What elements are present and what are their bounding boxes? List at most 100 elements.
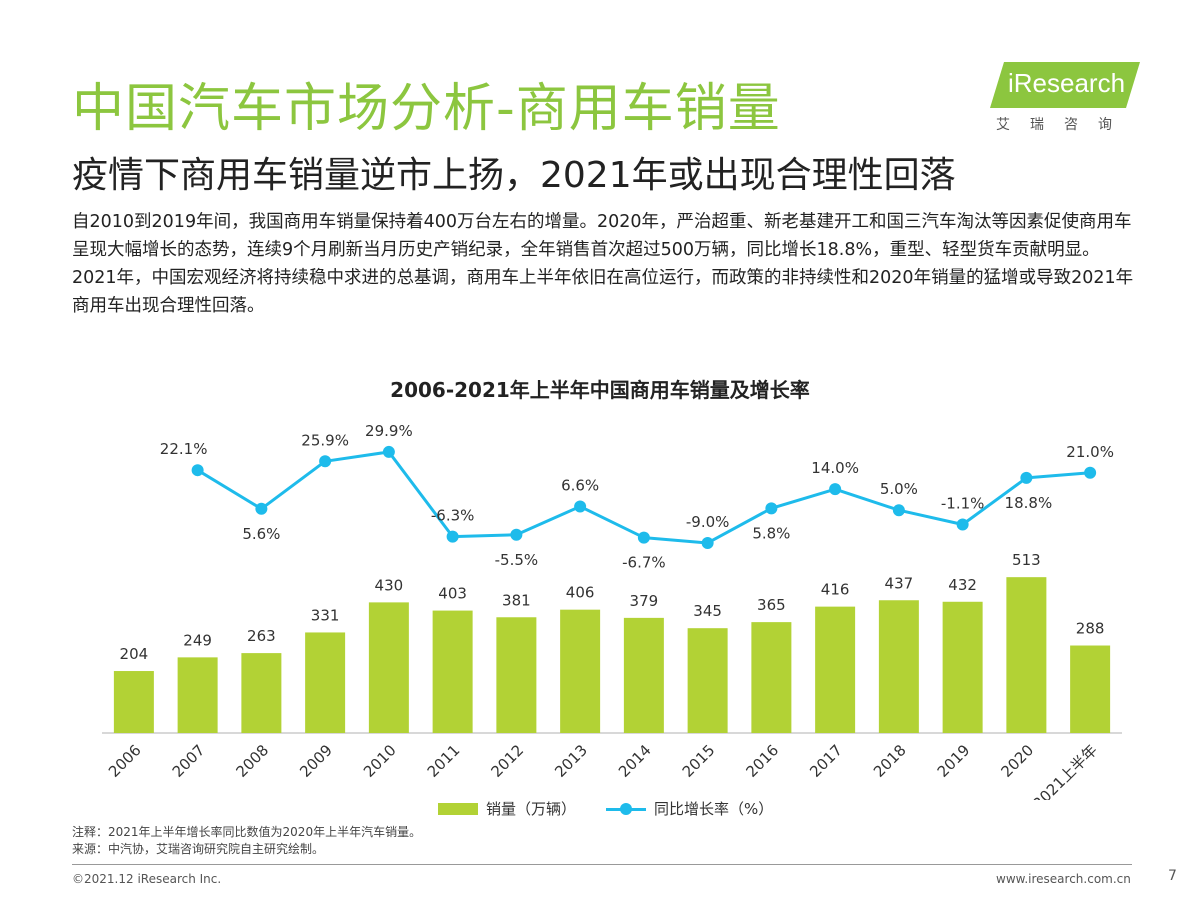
x-tick-label: 2016 xyxy=(742,741,782,781)
bar-value-label: 263 xyxy=(247,627,276,645)
bar xyxy=(1006,577,1047,733)
bar-value-label: 331 xyxy=(311,606,340,624)
bar xyxy=(432,610,473,733)
bar xyxy=(241,653,282,733)
growth-point xyxy=(446,530,459,543)
footer-copyright: ©2021.12 iResearch Inc. xyxy=(72,872,222,886)
bar xyxy=(177,657,218,733)
growth-point xyxy=(892,504,905,517)
bar-value-label: 365 xyxy=(757,596,786,614)
x-tick-label: 2013 xyxy=(551,741,591,781)
growth-value-label: 6.6% xyxy=(561,476,599,494)
bar xyxy=(113,671,154,733)
bar-value-label: 379 xyxy=(630,592,659,610)
growth-value-label: 22.1% xyxy=(160,440,208,458)
x-tick-label: 2014 xyxy=(615,741,655,781)
growth-point xyxy=(382,445,395,458)
x-tick-label: 2019 xyxy=(934,741,974,781)
growth-value-label: -5.5% xyxy=(495,551,539,569)
bar-value-label: 430 xyxy=(375,576,404,594)
footer-website: www.iresearch.com.cn xyxy=(996,872,1131,886)
bar xyxy=(623,617,664,733)
growth-point xyxy=(765,502,778,515)
growth-point xyxy=(1020,471,1033,484)
bar-value-label: 249 xyxy=(183,631,212,649)
bar xyxy=(942,601,983,733)
growth-value-label: 29.9% xyxy=(365,422,413,440)
x-tick-label: 2017 xyxy=(806,741,846,781)
logo-background xyxy=(990,62,1140,108)
source-text: 来源：中汽协，艾瑞咨询研究院自主研究绘制。 xyxy=(72,842,325,856)
x-tick-label: 2007 xyxy=(169,741,209,781)
growth-value-label: 14.0% xyxy=(811,459,859,477)
x-tick-label: 2011 xyxy=(424,741,464,781)
x-tick-label: 2009 xyxy=(296,741,336,781)
note-text: 注释：2021年上半年增长率同比数值为2020年上半年汽车销量。 xyxy=(72,825,422,839)
growth-value-label: 5.0% xyxy=(880,480,918,498)
page-subtitle: 疫情下商用车销量逆市上扬，2021年或出现合理性回落 xyxy=(72,155,956,196)
legend-bar-swatch xyxy=(438,802,478,815)
growth-value-label: 5.6% xyxy=(242,525,280,543)
chart-title: 2006-2021年上半年中国商用车销量及增长率 xyxy=(390,378,810,402)
bar-value-label: 432 xyxy=(948,576,977,594)
growth-value-label: 25.9% xyxy=(301,431,349,449)
bar xyxy=(751,622,792,733)
growth-value-label: 18.8% xyxy=(1005,494,1053,512)
growth-point xyxy=(319,455,332,468)
bar-value-label: 381 xyxy=(502,591,531,609)
bar xyxy=(1070,645,1111,733)
growth-value-label: -9.0% xyxy=(686,513,730,531)
growth-point xyxy=(191,464,204,477)
legend-item-growth: 同比增长率（%） xyxy=(606,798,773,819)
bar-value-label: 437 xyxy=(885,574,914,592)
iresearch-logo: iResearch 艾瑞咨询 xyxy=(990,62,1140,134)
sales-growth-chart: 204 249 263 331 430 403 381 406 379 345 365 416 437 4… xyxy=(102,422,1122,800)
logo-text: iResearch xyxy=(1008,68,1126,98)
x-tick-label: 2021上半年 xyxy=(1029,741,1101,800)
growth-point xyxy=(255,502,268,515)
logo-cn: 艾瑞咨询 xyxy=(996,117,1132,133)
notes: 注释：2021年上半年增长率同比数值为2020年上半年汽车销量。 来源：中汽协，… xyxy=(72,824,421,858)
footer-divider xyxy=(72,864,1132,865)
legend-label-sales: 销量（万辆） xyxy=(486,800,577,818)
x-tick-label: 2008 xyxy=(232,741,272,781)
x-tick-label: 2020 xyxy=(997,741,1037,781)
body-paragraph: 自2010到2019年间，我国商用车销量保持着400万台左右的增量。2020年，… xyxy=(72,212,1134,316)
legend-item-sales: 销量（万辆） xyxy=(438,798,576,819)
x-tick-label: 2018 xyxy=(870,741,910,781)
bar-value-label: 403 xyxy=(438,585,467,603)
x-tick-label: 2010 xyxy=(360,741,400,781)
page-title: 中国汽车市场分析-商用车销量 xyxy=(72,79,781,139)
chart-legend: 销量（万辆） 同比增长率（%） xyxy=(438,798,773,819)
bar xyxy=(878,600,919,733)
growth-value-label: 5.8% xyxy=(752,524,790,542)
growth-value-label: -6.3% xyxy=(431,507,475,525)
x-tick-label: 2012 xyxy=(487,741,527,781)
bar xyxy=(815,606,856,733)
bar-value-label: 416 xyxy=(821,581,850,599)
growth-point xyxy=(574,500,587,513)
growth-value-label: -1.1% xyxy=(941,494,985,512)
page-number: 7 xyxy=(1168,868,1177,884)
growth-point xyxy=(956,518,969,531)
bar-value-label: 204 xyxy=(120,645,149,663)
bar-value-label: 406 xyxy=(566,584,595,602)
x-tick-label: 2015 xyxy=(679,741,719,781)
bar-value-label: 345 xyxy=(693,602,722,620)
bar-value-label: 513 xyxy=(1012,551,1041,569)
bar xyxy=(496,617,537,733)
bar xyxy=(560,609,601,733)
growth-point xyxy=(510,528,523,541)
growth-value-label: -6.7% xyxy=(622,554,666,572)
bar xyxy=(305,632,346,733)
growth-point xyxy=(701,536,714,549)
bar xyxy=(687,628,728,733)
legend-line-swatch xyxy=(606,802,647,815)
growth-value-label: 21.0% xyxy=(1066,443,1114,461)
growth-point xyxy=(829,483,842,496)
growth-point xyxy=(1084,466,1097,479)
bar-value-label: 288 xyxy=(1076,620,1105,638)
x-tick-label: 2006 xyxy=(105,741,145,781)
bar xyxy=(368,602,409,733)
legend-label-growth: 同比增长率（%） xyxy=(654,800,774,818)
